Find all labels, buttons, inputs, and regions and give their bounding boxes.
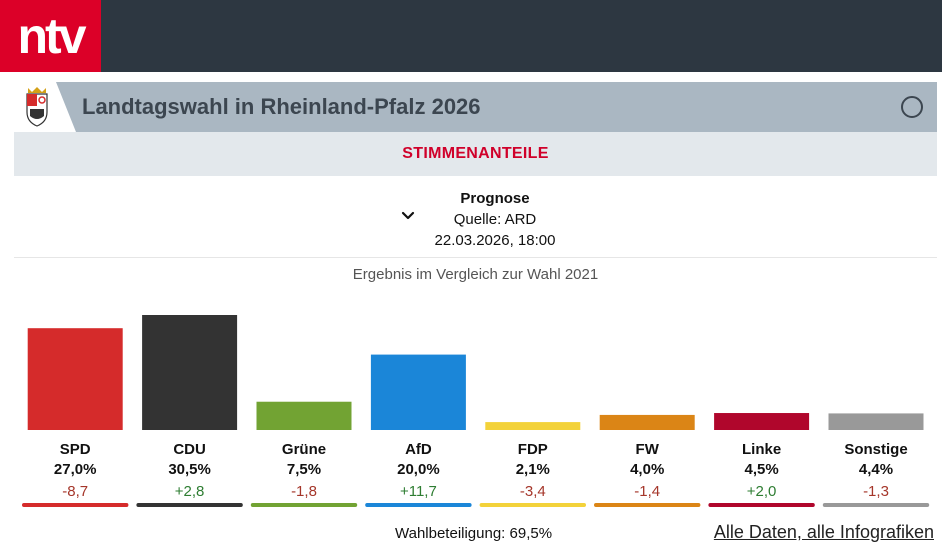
- value-label: 20,0%: [397, 461, 440, 478]
- party-label: Sonstige: [844, 441, 907, 458]
- change-label: -8,7: [62, 483, 88, 500]
- title-bar: Landtagswahl in Rheinland-Pfalz 2026: [14, 82, 937, 132]
- bar-linke[interactable]: [714, 413, 810, 430]
- forecast-info[interactable]: Prognose Quelle: ARD 22.03.2026, 18:00: [390, 188, 600, 251]
- bar-fdp[interactable]: [485, 422, 581, 430]
- change-label: +11,7: [400, 483, 437, 500]
- party-color-line: [250, 503, 358, 507]
- value-label: 4,4%: [859, 461, 893, 478]
- change-label: -1,4: [634, 483, 660, 500]
- party-color-line: [479, 503, 586, 507]
- bar-afd[interactable]: [370, 354, 466, 430]
- tab-stimmenanteile[interactable]: STIMMENANTEILE: [14, 132, 937, 176]
- comparison-subtitle: Ergebnis im Vergleich zur Wahl 2021: [352, 266, 599, 283]
- party-color-line: [365, 503, 472, 507]
- value-label: 4,5%: [744, 461, 778, 478]
- change-label: -1,3: [863, 483, 889, 500]
- change-label: -1,8: [291, 483, 317, 500]
- value-label: 4,0%: [630, 461, 664, 478]
- bar-spd[interactable]: [27, 328, 123, 430]
- forecast-source: Quelle: ARD: [453, 211, 537, 228]
- election-bar-chart: SPD 27,0% -8,7 CDU 30,5% +2,8 Grüne 7,5% -1,8 AfD…: [22, 315, 930, 507]
- circle-toggle-icon[interactable]: [901, 96, 923, 118]
- change-label: -3,4: [520, 483, 546, 500]
- turnout-label: Wahlbeteiligung: 69,5%: [395, 525, 553, 542]
- bar-grüne[interactable]: [256, 401, 352, 430]
- party-color-line: [22, 503, 129, 507]
- party-label: Grüne: [282, 441, 326, 458]
- change-label: +2,8: [175, 483, 205, 500]
- party-label: SPD: [60, 441, 91, 458]
- value-label: 2,1%: [516, 461, 550, 478]
- party-color-line: [708, 503, 815, 507]
- crest-container: [14, 82, 76, 132]
- top-bar: ntv: [0, 0, 942, 72]
- value-label: 7,5%: [287, 461, 321, 478]
- divider: [14, 257, 937, 258]
- ntv-logo[interactable]: ntv: [0, 0, 101, 72]
- bar-fw[interactable]: [599, 414, 695, 430]
- party-label: CDU: [173, 441, 206, 458]
- party-label: FDP: [518, 441, 548, 458]
- forecast-datetime: 22.03.2026, 18:00: [434, 232, 556, 249]
- all-data-link[interactable]: Alle Daten, alle Infografiken: [713, 522, 934, 542]
- bar-cdu[interactable]: [142, 315, 238, 430]
- party-color-line: [594, 503, 701, 507]
- party-label: FW: [636, 441, 660, 458]
- coat-of-arms-icon: [26, 87, 48, 127]
- party-color-line: [822, 503, 930, 507]
- party-label: Linke: [742, 441, 781, 458]
- party-label: AfD: [405, 441, 432, 458]
- chevron-down-icon[interactable]: [400, 208, 416, 224]
- party-color-line: [136, 503, 243, 507]
- value-label: 30,5%: [168, 461, 211, 478]
- page-title: Landtagswahl in Rheinland-Pfalz 2026: [82, 94, 481, 119]
- change-label: +2,0: [747, 483, 777, 500]
- forecast-label: Prognose: [460, 190, 530, 207]
- bar-sonstige[interactable]: [828, 413, 924, 430]
- value-label: 27,0%: [54, 461, 97, 478]
